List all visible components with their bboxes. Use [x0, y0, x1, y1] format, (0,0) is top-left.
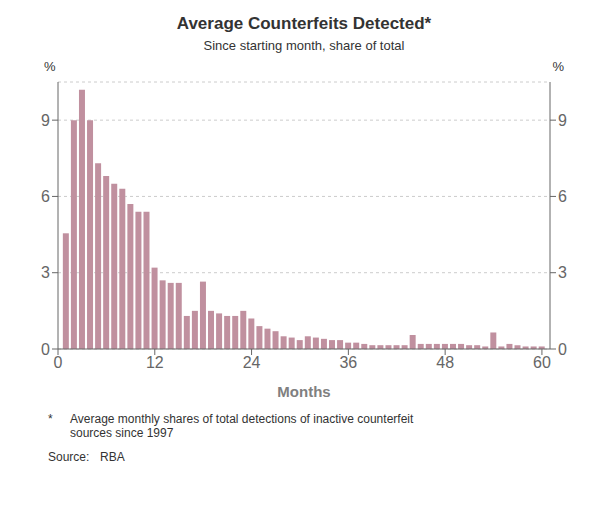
svg-text:6: 6 — [41, 188, 50, 205]
svg-text:9: 9 — [41, 112, 50, 129]
html-text:Average monthly shares of tota: Average monthly shares of total detectio… — [70, 412, 414, 440]
html-text:Since starting month, share of: Since starting month, share of total — [203, 38, 405, 53]
svg-text:36: 36 — [339, 354, 357, 371]
svg-text:0: 0 — [558, 341, 567, 358]
html-text:Source:: Source: — [48, 450, 90, 464]
svg-text:0: 0 — [54, 354, 63, 371]
svg-text:9: 9 — [558, 112, 567, 129]
svg-text:3: 3 — [558, 264, 567, 281]
svg-text:48: 48 — [436, 354, 454, 371]
svg-text:0: 0 — [41, 341, 50, 358]
svg-text:60: 60 — [533, 354, 551, 371]
svg-text:24: 24 — [243, 354, 261, 371]
svg-text:Months: Months — [277, 383, 330, 400]
svg-text:3: 3 — [41, 264, 50, 281]
svg-text:6: 6 — [558, 188, 567, 205]
svg-text:12: 12 — [146, 354, 164, 371]
html-text:Average Counterfeits Detected*: Average Counterfeits Detected* — [176, 14, 432, 33]
html-text:RBA: RBA — [100, 450, 125, 464]
